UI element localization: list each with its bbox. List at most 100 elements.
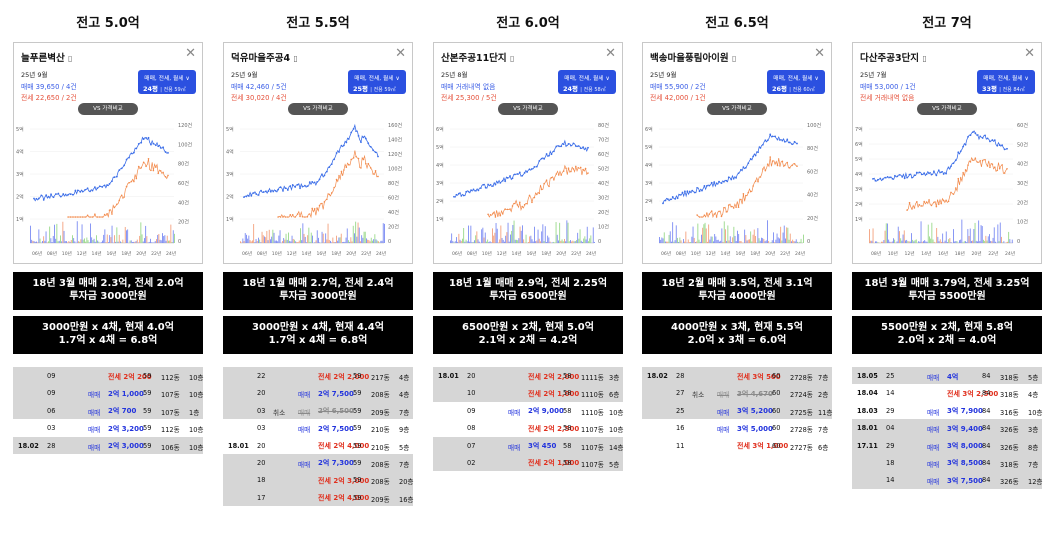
map-icon[interactable]: ▯ [922, 54, 927, 63]
building: 208동 [371, 460, 390, 469]
x-tick-label: 18년 [541, 250, 551, 257]
deal-price: 전세 2억 2,500 [528, 424, 580, 433]
transaction-row[interactable]: 18.01 20 전세 2억 2,000 58 1111동 3층 [433, 367, 623, 385]
y-right-tick-label: 30건 [598, 195, 609, 202]
close-icon[interactable]: ✕ [814, 46, 825, 61]
transaction-row[interactable]: 10 전세 2억 1,000 58 1110동 6층 [433, 384, 623, 402]
close-icon[interactable]: ✕ [1024, 46, 1035, 61]
transaction-row[interactable]: 17.11 29 매매 3억 8,000 84 326동 8층 [852, 436, 1042, 454]
transaction-row[interactable]: 18.02 28 매매 2억 3,000 59 106동 10층 [13, 436, 203, 454]
y-right-tick-label: 40건 [388, 209, 399, 216]
complex-name[interactable]: 늘푸른벽산 ▯ [21, 53, 73, 64]
transaction-row[interactable]: 09 매매 2억 1,000 59 107동 10층 [13, 384, 203, 402]
close-icon[interactable]: ✕ [605, 46, 616, 61]
transaction-row[interactable]: 18.02 28 전세 3억 500 60 2728동 7층 [642, 367, 832, 385]
transaction-row[interactable]: 18.04 14 전세 3억 2,500 84 318동 4층 [852, 384, 1042, 402]
transaction-row[interactable]: 20 매매 2억 7,500 59 208동 4층 [223, 384, 413, 402]
year-month: 18.03 [857, 406, 878, 415]
floor: 3층 [609, 374, 620, 382]
transaction-row[interactable]: 18.01 04 매매 3억 9,400 84 326동 3층 [852, 419, 1042, 437]
deal-type-dropdown[interactable]: 매매, 전세, 월세 ∨ 25평 | 전용 59㎡ [348, 70, 406, 94]
complex-name[interactable]: 다산주공3단지 ▯ [860, 53, 927, 64]
column-header: 전고 6.0억 [496, 16, 560, 31]
transaction-row[interactable]: 18 전세 2억 3,000 59 208동 20층 [223, 471, 413, 489]
y-tick-label: 1억 [226, 216, 234, 223]
complex-name[interactable]: 백송마을풍림아이원 ▯ [650, 53, 737, 64]
transaction-row[interactable]: 18.01 20 전세 2억 4,000 59 210동 5층 [223, 436, 413, 454]
transaction-row[interactable]: 03 취소 매매 2억 6,500 59 209동 7층 [223, 401, 413, 420]
transaction-row[interactable]: 06 매매 2억 700 59 107동 1층 [13, 401, 203, 420]
vs-compare-button[interactable]: VS 가격비교 [917, 103, 977, 115]
price-chart: 5억 4억 3억 2억 1억 120건 100건 80건 60건 40건 20건 0 06년 08년 10년… [16, 122, 193, 257]
vs-compare-button[interactable]: VS 가격비교 [78, 103, 138, 115]
year-month: 18.01 [857, 424, 878, 433]
vs-compare-button[interactable]: VS 가격비교 [498, 103, 558, 115]
map-icon[interactable]: ▯ [509, 54, 515, 63]
floor: 2층 [818, 391, 829, 400]
complex-name[interactable]: 덕유마을주공4 ▯ [231, 53, 298, 64]
deal-type-dropdown[interactable]: 매매, 전세, 월세 ∨ 33평 | 전용 84㎡ [977, 70, 1035, 94]
transaction-row[interactable]: 20 매매 2억 7,300 59 208동 7층 [223, 453, 413, 472]
transaction-row[interactable]: 03 매매 2억 3,200 59 112동 10층 [13, 419, 203, 437]
floor: 4층 [399, 374, 410, 382]
summary-line: 18년 3월 매매 3.79억, 전세 3.25억 [864, 278, 1030, 289]
x-tick-label: 20년 [765, 250, 775, 257]
map-icon[interactable]: ▯ [293, 54, 298, 63]
building: 2724동 [790, 391, 813, 400]
close-icon[interactable]: ✕ [185, 46, 196, 61]
building: 210동 [371, 426, 390, 435]
transaction-row[interactable]: 14 매매 3억 7,500 84 326동 12층 [852, 471, 1042, 489]
transaction-row[interactable]: 09 전세 2억 200 59 112동 10층 [13, 367, 203, 385]
deal-type-dropdown[interactable]: 매매, 전세, 월세 ∨ 24평 | 전용 59㎡ [138, 70, 196, 94]
x-tick-label: 10년 [272, 250, 282, 257]
area: 59 [143, 372, 152, 380]
floor: 9층 [399, 426, 410, 435]
transaction-row[interactable]: 18.05 25 매매 4억 84 318동 5층 [852, 367, 1042, 385]
size-sub-label: | 전용 59㎡ [160, 87, 186, 93]
deal-type: 매매 [927, 460, 940, 469]
price-card: 다산주공3단지 ▯ ✕ 25년 7월 매매 53,000 / 1건 전세 거래내역 없음… [852, 42, 1042, 264]
close-icon[interactable]: ✕ [395, 46, 406, 61]
transaction-row[interactable]: 02 전세 2억 1,000 58 1107동 5층 [433, 453, 623, 472]
y-right-tick-label: 20건 [598, 209, 609, 216]
transaction-row[interactable]: 11 전세 3억 1,000 60 2727동 6층 [642, 436, 832, 454]
y-right-tick-label: 0 [1017, 239, 1020, 245]
transaction-row[interactable]: 27 취소 매매 3억 4,670 60 2724동 2층 [642, 384, 832, 402]
deal-type: 매매 [927, 408, 940, 417]
day: 08 [467, 424, 476, 433]
y-right-tick-label: 60건 [598, 151, 609, 158]
transaction-row[interactable]: 18 매매 3억 8,500 84 318동 7층 [852, 453, 1042, 472]
transaction-row[interactable]: 18.03 29 매매 3억 7,900 84 316동 10층 [852, 401, 1042, 420]
x-tick-label: 12년 [905, 250, 915, 257]
deal-type: 매매 [508, 443, 521, 452]
transaction-row[interactable]: 09 매매 2억 9,000 58 1110동 10층 [433, 401, 623, 420]
y-tick-label: 7억 [855, 126, 863, 133]
deal-type-dropdown[interactable]: 매매, 전세, 월세 ∨ 24평 | 전용 58㎡ [558, 70, 616, 94]
building: 209동 [371, 408, 390, 417]
transaction-row[interactable]: 17 전세 2억 4,000 59 209동 16층 [223, 488, 413, 507]
transaction-row[interactable]: 25 매매 3억 5,200 60 2725동 11층 [642, 401, 832, 420]
vs-compare-button[interactable]: VS 가격비교 [288, 103, 348, 115]
floor: 7층 [399, 460, 410, 469]
day: 09 [47, 389, 56, 398]
transaction-row[interactable]: 07 매매 3억 450 58 1107동 14층 [433, 436, 623, 454]
summary-line: 3000만원 x 4채, 현재 4.4억 [252, 322, 384, 333]
building: 209동 [371, 495, 390, 504]
transaction-row[interactable]: 16 매매 3억 5,000 60 2728동 7층 [642, 419, 832, 437]
transaction-row[interactable]: 22 전세 2억 2,000 59 217동 4층 [223, 367, 413, 385]
floor: 5층 [609, 460, 620, 469]
map-icon[interactable]: ▯ [731, 54, 737, 63]
vs-compare-button[interactable]: VS 가격비교 [707, 103, 767, 115]
deal-type-dropdown[interactable]: 매매, 전세, 월세 ∨ 26평 | 전용 60㎡ [767, 70, 825, 94]
area: 60 [772, 406, 781, 415]
map-icon[interactable]: ▯ [68, 54, 73, 63]
area: 60 [772, 441, 781, 450]
complex-name[interactable]: 산본주공11단지 ▯ [441, 53, 515, 64]
transaction-row[interactable]: 03 매매 2억 7,500 59 210동 9층 [223, 419, 413, 437]
x-tick-label: 22년 [780, 250, 790, 257]
transaction-row[interactable]: 08 전세 2억 2,500 58 1107동 10층 [433, 419, 623, 437]
investment-summary: 18년 3월 매매 2.3억, 전세 2.0억 투자금 3000만원 [13, 272, 203, 310]
lease-series-line [277, 150, 379, 219]
lease-series-line [696, 156, 798, 219]
sale-price-summary: 매매 42,460 / 5건 [231, 83, 287, 91]
